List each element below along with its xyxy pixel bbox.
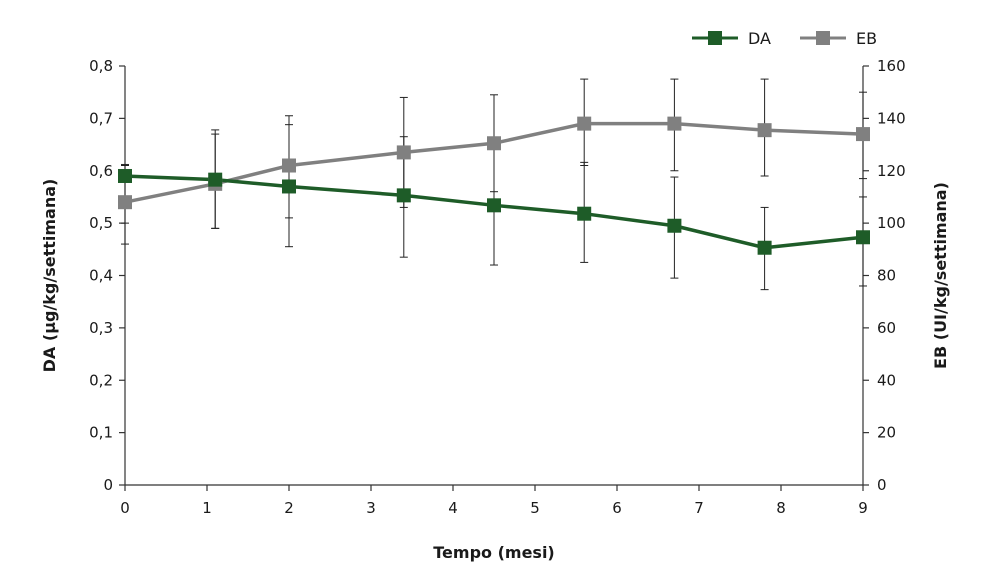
legend: DA EB: [692, 29, 877, 48]
data-point-da: [757, 240, 772, 255]
data-point-eb: [118, 195, 132, 210]
data-point-da: [856, 230, 870, 245]
data-point-eb: [667, 116, 682, 131]
x-tick-label: 7: [694, 499, 704, 517]
data-point-eb: [757, 123, 772, 138]
x-ticks: 0 1 2 3 4 5 6 7 8 9: [120, 485, 868, 517]
data-point-da: [396, 188, 411, 203]
x-tick-label: 6: [612, 499, 622, 517]
right-y-tick-label: 160: [877, 57, 906, 75]
data-point-eb: [856, 127, 870, 142]
left-y-tick-label: 0,1: [89, 424, 113, 442]
x-tick-label: 3: [366, 499, 376, 517]
left-y-tick-label: 0,2: [89, 371, 113, 389]
data-point-da: [487, 198, 501, 213]
legend-item-eb: EB: [800, 29, 877, 48]
data-point-eb: [577, 116, 592, 131]
right-y-tick-label: 20: [877, 424, 896, 442]
legend-da-marker: [708, 31, 722, 45]
right-y-tick-label: 40: [877, 371, 896, 389]
left-y-tick-label: 0,8: [89, 57, 113, 75]
data-point-eb: [396, 145, 411, 160]
series-markers: [118, 116, 870, 255]
legend-eb-marker: [816, 31, 830, 45]
data-point-da: [282, 179, 296, 194]
right-y-tick-label: 100: [877, 214, 906, 232]
left-y-axis-title: DA (µg/kg/settimana): [40, 179, 59, 373]
x-tick-label: 8: [776, 499, 786, 517]
x-tick-label: 2: [284, 499, 294, 517]
right-y-tick-label: 60: [877, 319, 896, 337]
data-point-eb: [487, 136, 501, 151]
left-y-tick-label: 0,5: [89, 214, 113, 232]
error-bars: [121, 78, 867, 291]
right-y-tick-label: 0: [877, 476, 887, 494]
x-tick-label: 5: [530, 499, 540, 517]
legend-da-label: DA: [748, 29, 771, 48]
data-point-da: [667, 218, 682, 233]
x-tick-label: 4: [448, 499, 458, 517]
right-y-tick-label: 140: [877, 109, 906, 127]
data-point-da: [118, 168, 132, 183]
data-point-eb: [282, 158, 296, 173]
x-axis-title: Tempo (mesi): [433, 543, 554, 562]
left-y-ticks: 0 0,1 0,2 0,3 0,4 0,5 0,6 0,7 0,8: [89, 57, 125, 494]
right-y-ticks: 0 20 40 60 80 100 120 140 160: [863, 57, 906, 494]
data-point-da: [208, 172, 223, 187]
right-y-tick-label: 120: [877, 162, 906, 180]
left-y-tick-label: 0: [103, 476, 113, 494]
right-y-tick-label: 80: [877, 267, 896, 285]
x-tick-label: 1: [202, 499, 212, 517]
x-tick-label: 0: [120, 499, 130, 517]
data-point-da: [577, 206, 592, 221]
left-y-tick-label: 0,7: [89, 109, 113, 127]
left-y-tick-label: 0,3: [89, 319, 113, 337]
x-tick-label: 9: [858, 499, 868, 517]
legend-eb-label: EB: [856, 29, 877, 48]
left-y-tick-label: 0,6: [89, 162, 113, 180]
right-y-axis-title: EB (UI/kg/settimana): [931, 182, 950, 369]
left-y-tick-label: 0,4: [89, 267, 113, 285]
legend-item-da: DA: [692, 29, 771, 48]
